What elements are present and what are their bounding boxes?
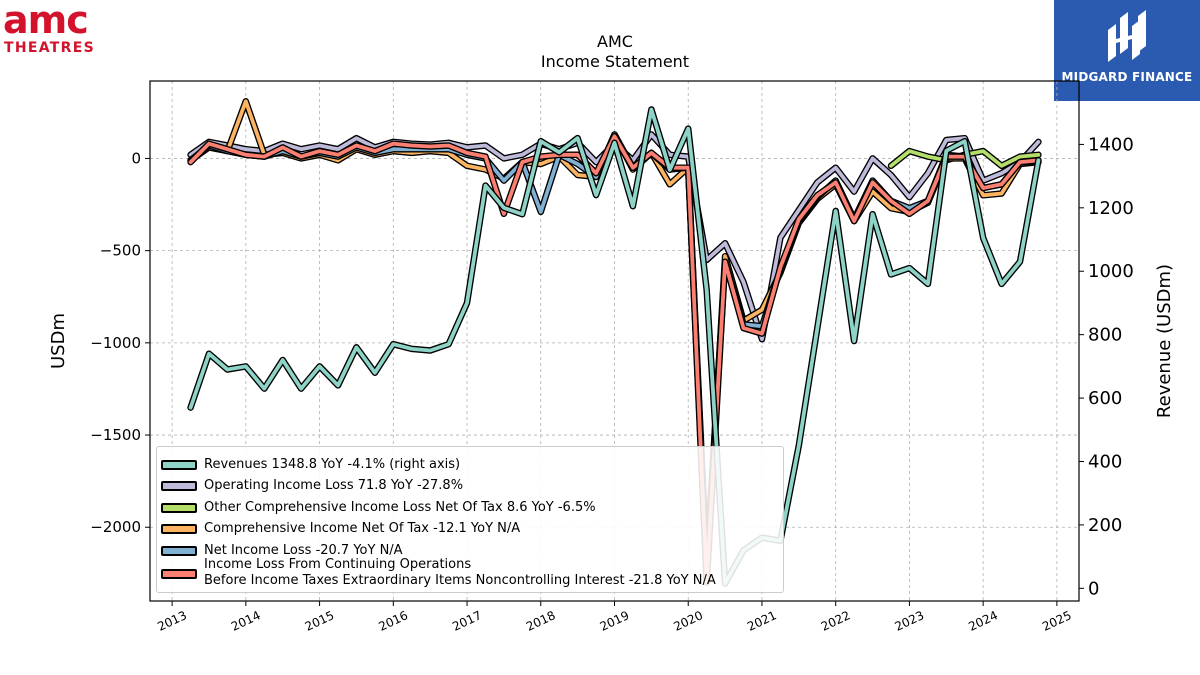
- chart-subtitle: Income Statement: [540, 52, 690, 71]
- legend-swatch: [161, 524, 197, 534]
- x-tick-label: 2021: [745, 608, 779, 634]
- x-tick-label: 2015: [303, 608, 337, 634]
- y-right-tick-label: 800: [1088, 325, 1122, 346]
- midgard-finance-wordmark: MIDGARD FINANCE: [1061, 70, 1193, 84]
- y-tick-label: −1500: [90, 426, 141, 444]
- y-right-axis-label: Revenue (USDm): [1154, 264, 1175, 418]
- legend-label: Before Income Taxes Extraordinary Items …: [204, 573, 716, 588]
- y-tick-label: −500: [100, 242, 141, 260]
- y-right-tick-label: 600: [1088, 388, 1122, 409]
- x-tick-label: 2017: [450, 608, 484, 634]
- x-tick-label: 2018: [524, 608, 558, 634]
- midgard-emblem-icon: [1108, 10, 1146, 62]
- legend-swatch: [161, 460, 197, 470]
- y-tick-label: −1000: [90, 334, 141, 352]
- theatres-logo-word: THEATRES: [4, 40, 95, 56]
- legend-swatch: [161, 481, 197, 491]
- legend-label: Operating Income Loss 71.8 YoY -27.8%: [204, 478, 464, 493]
- x-tick-label: 2022: [819, 608, 853, 634]
- x-tick-label: 2013: [155, 608, 189, 634]
- y-right-tick-label: 1000: [1088, 261, 1134, 282]
- amc-theatres-logo: amc THEATRES: [0, 0, 140, 60]
- y-right-tick-label: 1400: [1088, 134, 1134, 155]
- legend-label: Income Loss From Continuing Operations: [204, 557, 472, 572]
- axes: 2013 2014 2015 2016 2017 2018 2019 2020 2021 2022…: [48, 134, 1175, 633]
- amc-logo-word: amc: [3, 0, 88, 42]
- series-line: [188, 134, 1041, 585]
- chart-legend: Revenues 1348.8 YoY -4.1% (right axis) Op…: [156, 446, 784, 593]
- y-axis-label: USDm: [48, 313, 69, 369]
- legend-swatch: [161, 546, 197, 556]
- legend-label: Revenues 1348.8 YoY -4.1% (right axis): [204, 457, 461, 472]
- y-right-tick-label: 0: [1088, 578, 1099, 599]
- legend-swatch: [161, 569, 197, 579]
- midgard-finance-logo: MIDGARD FINANCE: [1054, 0, 1200, 101]
- x-tick-label: 2016: [377, 608, 411, 634]
- legend-label: Other Comprehensive Income Loss Net Of T…: [204, 500, 596, 515]
- legend-label: Comprehensive Income Net Of Tax -12.1 Yo…: [204, 521, 521, 536]
- x-tick-label: 2024: [966, 608, 1000, 634]
- x-tick-label: 2025: [1040, 608, 1074, 634]
- series-lines: [187, 98, 1042, 587]
- legend-label: Net Income Loss -20.7 YoY N/A: [204, 543, 403, 558]
- y-right-tick-label: 1200: [1088, 198, 1134, 219]
- series-line: [188, 107, 1041, 586]
- y-tick-label: 0: [131, 149, 141, 167]
- x-tick-label: 2014: [229, 608, 263, 634]
- x-tick-label: 2019: [598, 608, 632, 634]
- chart-title: AMC: [597, 32, 633, 51]
- x-tick-label: 2023: [893, 608, 927, 634]
- y-right-tick-label: 400: [1088, 451, 1122, 472]
- x-tick-label: 2020: [671, 608, 705, 634]
- legend-swatch: [161, 503, 197, 513]
- y-tick-label: −2000: [90, 518, 141, 536]
- y-right-tick-label: 200: [1088, 515, 1122, 536]
